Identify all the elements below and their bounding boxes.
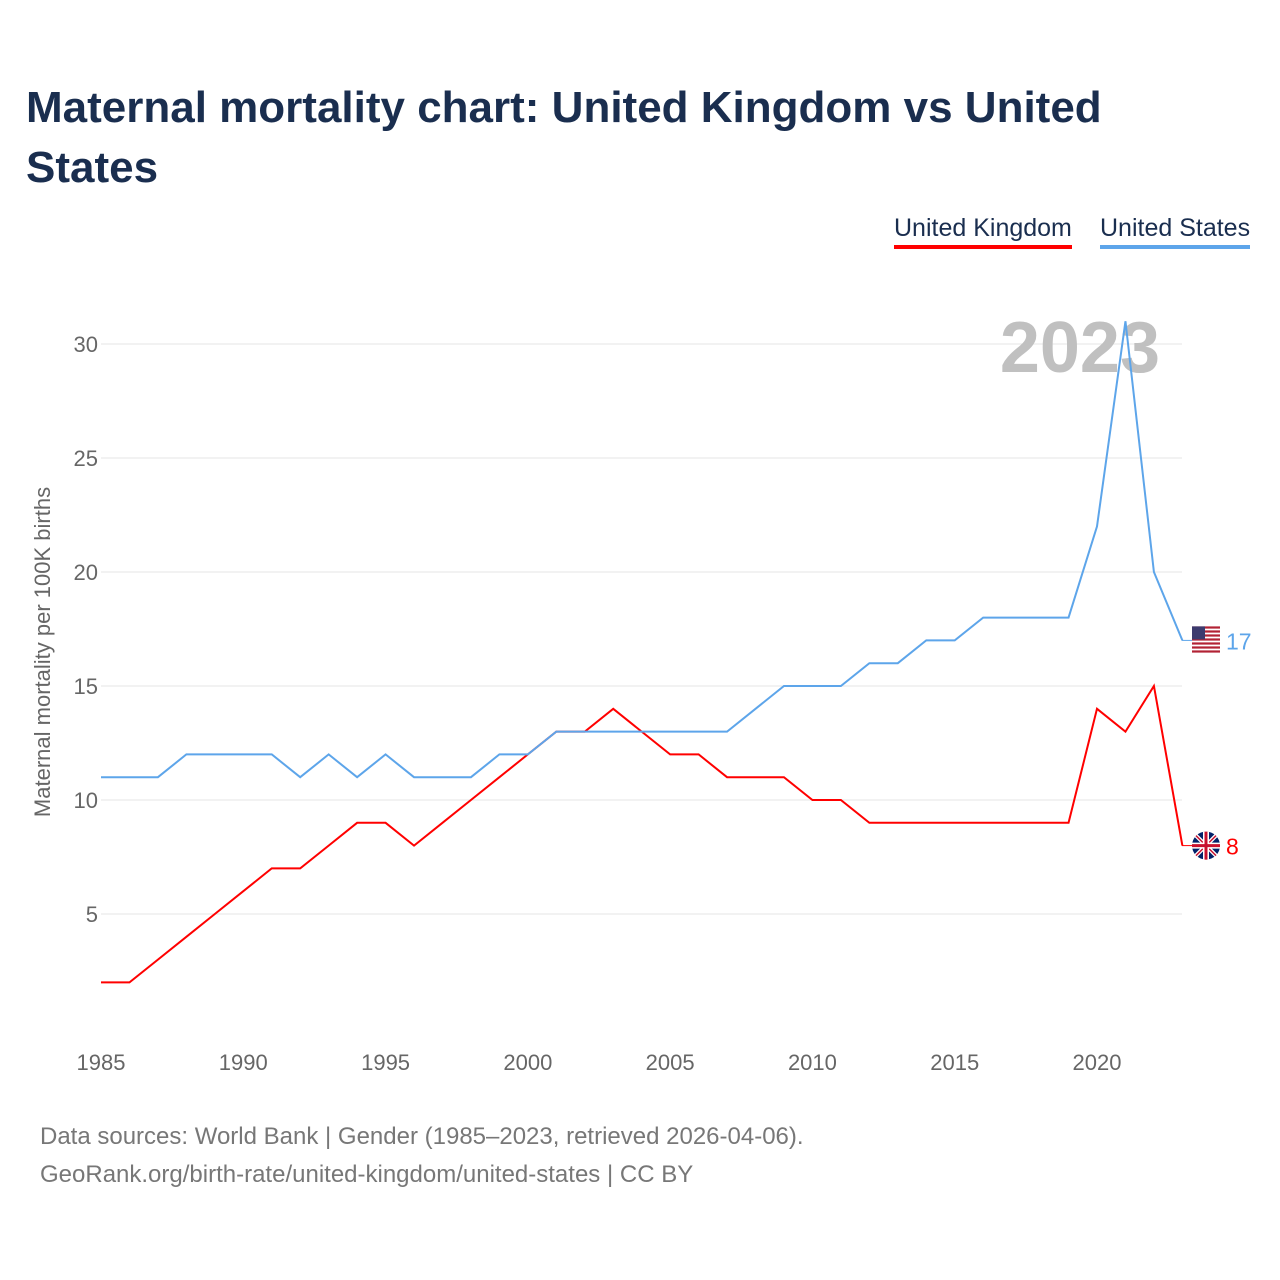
series-line-united-kingdom[interactable]: [101, 683, 1184, 984]
x-tick-label: 2010: [788, 1050, 837, 1075]
series-line-united-states[interactable]: [101, 321, 1184, 779]
source-note: Data sources: World Bank | Gender (1985–…: [40, 1118, 804, 1194]
year-watermark: 2023: [1000, 308, 1160, 388]
y-tick-label: 30: [74, 332, 98, 357]
legend-united-states[interactable]: United States: [1100, 214, 1251, 249]
y-tick-label: 25: [74, 446, 98, 471]
y-tick-label: 20: [74, 560, 98, 585]
end-value-label: 8: [1226, 834, 1239, 860]
x-tick-label: 1985: [77, 1050, 126, 1075]
x-tick-label: 2015: [930, 1050, 979, 1075]
x-tick-label: 2005: [646, 1050, 695, 1075]
chart-title: Maternal mortality chart: United Kingdom…: [26, 83, 1102, 192]
x-tick-label: 2020: [1073, 1050, 1122, 1075]
us-flag-icon: [1192, 626, 1220, 655]
x-tick-label: 1995: [361, 1050, 410, 1075]
y-axis-label: Maternal mortality per 100K births: [30, 487, 55, 817]
source-line-1: Data sources: World Bank | Gender (1985–…: [40, 1123, 804, 1150]
source-line-2[interactable]: GeoRank.org/birth-rate/united-kingdom/un…: [40, 1161, 694, 1188]
x-tick-label: 1990: [219, 1050, 268, 1075]
end-value-label: 17: [1226, 628, 1252, 654]
y-tick-label: 15: [74, 674, 98, 699]
y-tick-label: 5: [86, 902, 98, 927]
legend-united-kingdom[interactable]: United Kingdom: [894, 214, 1072, 249]
uk-flag-icon: [1192, 831, 1220, 860]
x-tick-label: 2000: [503, 1050, 552, 1075]
y-tick-label: 10: [74, 788, 98, 813]
